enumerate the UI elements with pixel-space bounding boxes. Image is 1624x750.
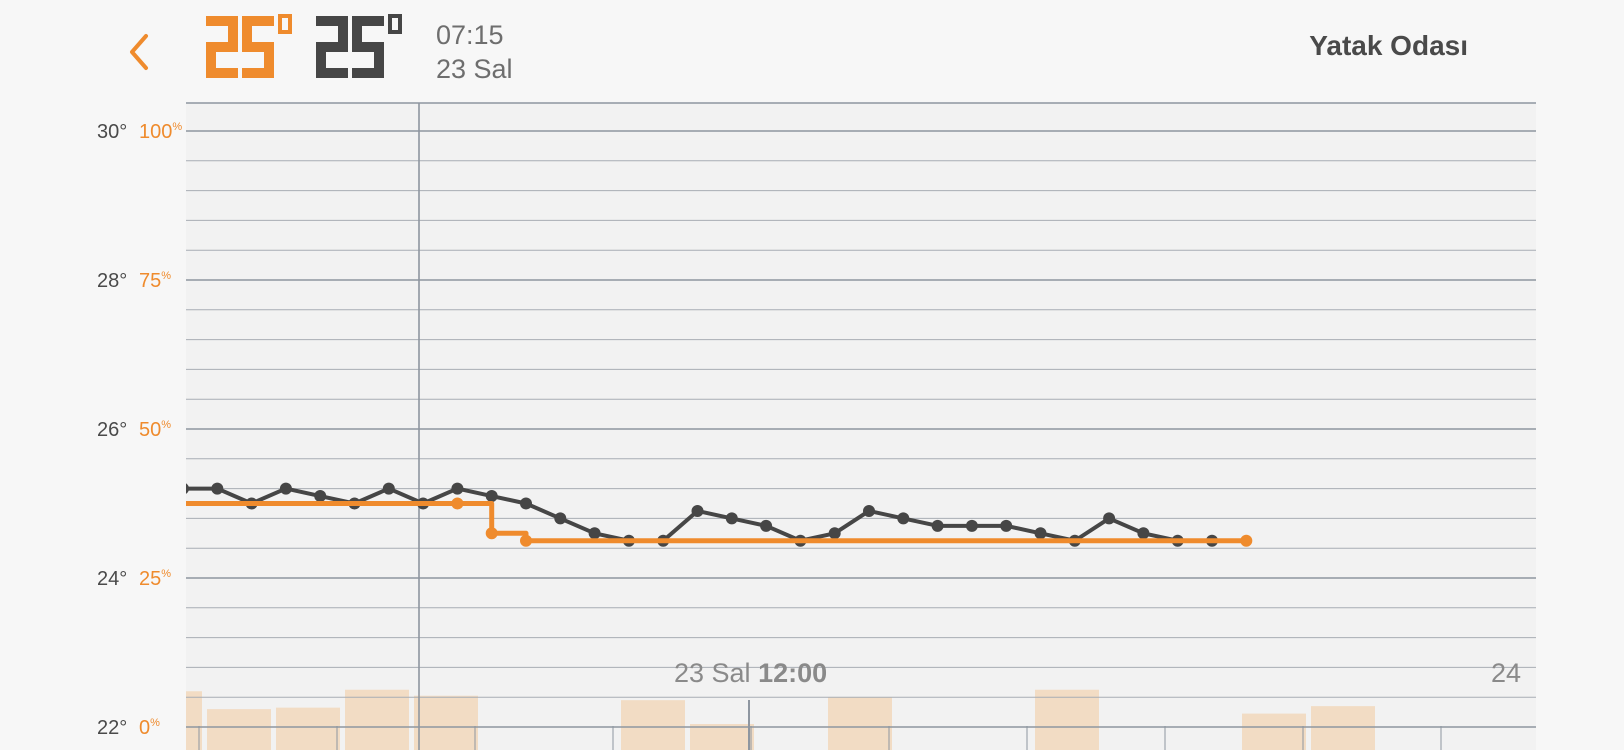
- humidity-bar: [1311, 706, 1375, 750]
- measured-temperature-point: [1034, 527, 1047, 540]
- humidity-bar: [276, 707, 340, 750]
- history-chart[interactable]: 30° 100% 28° 75% 26° 50% 24° 25% 22° 0% 23 Sal 12:…: [0, 100, 1624, 750]
- measured-temperature-point: [186, 483, 189, 494]
- percent-sign: %: [172, 121, 182, 133]
- humidity-bar: [1242, 713, 1306, 750]
- x-label-day-time: 23 Sal 12:00: [674, 658, 827, 688]
- digit-segment: [316, 68, 348, 78]
- digit-segment: [352, 16, 384, 26]
- x-label-day: 23 Sal: [674, 658, 758, 688]
- setpoint-change-point: [485, 527, 498, 540]
- back-button[interactable]: [120, 28, 160, 76]
- target-temperature: [316, 14, 406, 84]
- humidity-bar: [690, 724, 754, 750]
- measured-temperature-point: [211, 482, 224, 495]
- x-label-time: 12:00: [758, 658, 827, 688]
- digit-segment: [352, 16, 362, 52]
- measured-temperature-point: [691, 504, 704, 517]
- measured-temperature-point: [314, 490, 327, 503]
- percent-sign: %: [161, 270, 171, 282]
- percent-sign: %: [161, 419, 171, 431]
- humidity-tick-label: 0%: [139, 717, 160, 739]
- series-group: [186, 482, 1253, 547]
- digit-segment: [206, 42, 216, 78]
- temperature-tick-label: 28°: [97, 270, 127, 292]
- current-time: 07:15: [436, 20, 504, 50]
- digit-segment: [316, 42, 326, 78]
- digit-segment: [316, 42, 348, 52]
- x-label-next-day: 24: [1491, 658, 1521, 688]
- measured-temperature-point: [485, 490, 498, 503]
- current-date: 23 Sal: [436, 54, 513, 84]
- humidity-tick-label: 50%: [139, 419, 171, 441]
- temperature-tick-label: 24°: [97, 568, 127, 590]
- setpoint-temperature-line: [186, 501, 1247, 544]
- digit-segment: [228, 16, 238, 52]
- degree-mark: [278, 14, 292, 34]
- chevron-left-icon: [130, 34, 148, 70]
- date-time-block: 07:15 23 Sal: [436, 18, 513, 86]
- measured-temperature-point: [279, 482, 292, 495]
- target-temperature-digits: [316, 14, 402, 78]
- humidity-tick-label: 75%: [139, 270, 171, 292]
- percent-sign: %: [161, 568, 171, 580]
- measured-temperature-point: [863, 504, 875, 517]
- digit-segment: [242, 68, 274, 78]
- room-title: Yatak Odası: [1309, 30, 1468, 61]
- measured-temperature-point: [897, 512, 910, 525]
- setpoint-change-point: [1240, 534, 1253, 547]
- percent-sign: %: [150, 717, 160, 729]
- measured-temperature-point: [1137, 527, 1150, 540]
- measured-temperature-point: [725, 512, 738, 525]
- current-temperature-digits: [206, 14, 292, 78]
- current-temperature: [206, 14, 296, 84]
- digit-segment: [316, 16, 348, 26]
- digit-segment: [352, 68, 384, 78]
- digit-segment: [242, 42, 274, 52]
- measured-temperature-point: [760, 519, 773, 532]
- humidity-tick-label: 25%: [139, 568, 171, 590]
- measured-temperature-point: [931, 519, 944, 532]
- temperature-tick-label: 26°: [97, 419, 127, 441]
- measured-temperature-point: [588, 527, 601, 540]
- humidity-bar: [828, 697, 892, 750]
- measured-temperature-point: [1000, 519, 1013, 532]
- digit-segment: [206, 42, 238, 52]
- degree-mark: [388, 14, 402, 34]
- setpoint-change-point: [520, 534, 532, 547]
- header-bar: 07:15 23 Sal Yatak Odası: [0, 0, 1624, 100]
- measured-temperature-point: [828, 527, 841, 540]
- digit-segment: [242, 16, 274, 26]
- digit-segment: [264, 42, 274, 78]
- digit-segment: [206, 68, 238, 78]
- plot-area: [186, 103, 1536, 750]
- humidity-tick-label: 100%: [139, 121, 182, 143]
- measured-temperature-point: [1103, 512, 1116, 525]
- humidity-bar: [345, 689, 409, 750]
- temperature-tick-label: 30°: [97, 121, 127, 143]
- humidity-bar: [207, 709, 271, 750]
- humidity-bar: [1035, 689, 1099, 750]
- digit-segment: [374, 42, 384, 78]
- measured-temperature-point: [520, 497, 532, 510]
- humidity-bar: [414, 695, 478, 750]
- measured-temperature-point: [382, 482, 395, 495]
- humidity-bar: [621, 700, 685, 750]
- digit-segment: [338, 16, 348, 52]
- humidity-bar: [186, 691, 202, 750]
- measured-temperature-point: [451, 482, 464, 495]
- measured-temperature-point: [554, 512, 567, 525]
- setpoint-change-point: [451, 497, 464, 510]
- measured-temperature-point: [965, 519, 978, 532]
- digit-segment: [352, 42, 384, 52]
- digit-segment: [206, 16, 238, 26]
- digit-segment: [242, 16, 252, 52]
- temperature-tick-label: 22°: [97, 717, 127, 739]
